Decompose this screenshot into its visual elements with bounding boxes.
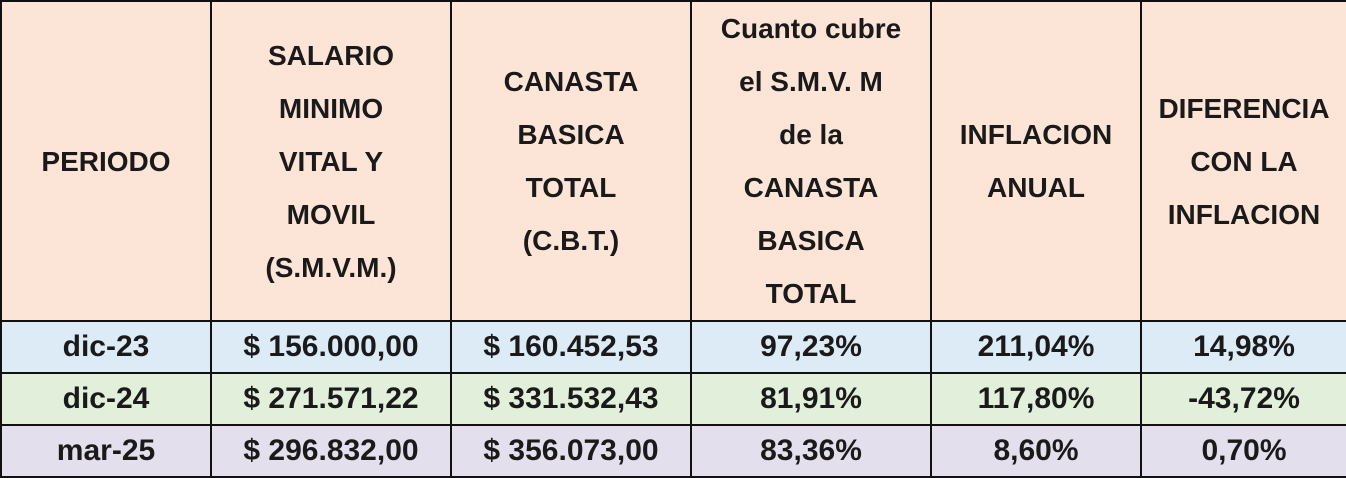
header-text: (C.B.T.): [522, 225, 620, 256]
header-cell: DIFERENCIA CON LA INFLACION: [1140, 0, 1346, 322]
value-cell: 117,80%: [930, 372, 1142, 426]
header-text: ANUAL: [987, 172, 1085, 203]
table-row: dic-23 $ 156.000,00 $ 160.452,53 97,23% 211,…: [0, 320, 1346, 374]
value-cell: 83,36%: [690, 424, 932, 478]
header-text: MINIMO: [278, 92, 384, 124]
header-text: TOTAL: [765, 278, 857, 309]
header-text: Cuanto cubre: [720, 13, 902, 44]
value-cell: 14,98%: [1140, 320, 1346, 374]
value-cell: $ 356.073,00: [450, 424, 692, 478]
header-text: CON LA: [1190, 145, 1298, 177]
header-text: (S.M.V.M.): [265, 251, 397, 283]
table-body: dic-23 $ 156.000,00 $ 160.452,53 97,23% 211,…: [0, 320, 1346, 478]
header-text: BASICA: [757, 225, 865, 256]
header-text: INFLACION: [959, 119, 1113, 150]
header-text: SALARIO: [268, 39, 394, 71]
value-cell: $ 271.571,22: [210, 372, 452, 426]
header-cell: Cuanto cubre el S.M.V. M de la CANASTA BASIC…: [690, 0, 932, 322]
value-cell: $ 296.832,00: [210, 424, 452, 478]
header-text: CANASTA: [743, 172, 879, 203]
value-cell: 0,70%: [1140, 424, 1346, 478]
header-text: BASICA: [517, 119, 625, 150]
header-text: el S.M.V. M: [739, 66, 883, 97]
value-cell: $ 331.532,43: [450, 372, 692, 426]
period-cell: dic-24: [0, 372, 212, 426]
header-text: VITAL Y: [278, 145, 384, 177]
header-cell: CANASTA BASICA TOTAL (C.B.T.): [450, 0, 692, 322]
value-cell: $ 156.000,00: [210, 320, 452, 374]
header-cell: SALARIO MINIMO VITAL Y MOVIL (S.M.V.M.): [210, 0, 452, 322]
table-row: mar-25 $ 296.832,00 $ 356.073,00 83,36% 8,60…: [0, 424, 1346, 478]
header-row: PERIODO SALARIO MINIMO VITAL Y MOVIL (S.M.V.M…: [0, 0, 1346, 322]
value-cell: 81,91%: [690, 372, 932, 426]
header-text: MOVIL: [286, 198, 376, 230]
header-text: CANASTA: [503, 66, 639, 97]
value-cell: 211,04%: [930, 320, 1142, 374]
value-cell: 8,60%: [930, 424, 1142, 478]
header-text: de la: [779, 119, 843, 150]
header-text: INFLACION: [1167, 198, 1321, 230]
header-text: TOTAL: [525, 172, 617, 203]
table-row: dic-24 $ 271.571,22 $ 331.532,43 81,91% 117,…: [0, 372, 1346, 426]
period-cell: mar-25: [0, 424, 212, 478]
header-cell: PERIODO: [0, 0, 212, 322]
value-cell: $ 160.452,53: [450, 320, 692, 374]
value-cell: 97,23%: [690, 320, 932, 374]
header-text: DIFERENCIA: [1158, 92, 1330, 124]
table-header: PERIODO SALARIO MINIMO VITAL Y MOVIL (S.M.V.M…: [0, 0, 1346, 322]
header-cell: INFLACION ANUAL: [930, 0, 1142, 322]
period-cell: dic-23: [0, 320, 212, 374]
value-cell: -43,72%: [1140, 372, 1346, 426]
header-text: PERIODO: [41, 145, 171, 177]
